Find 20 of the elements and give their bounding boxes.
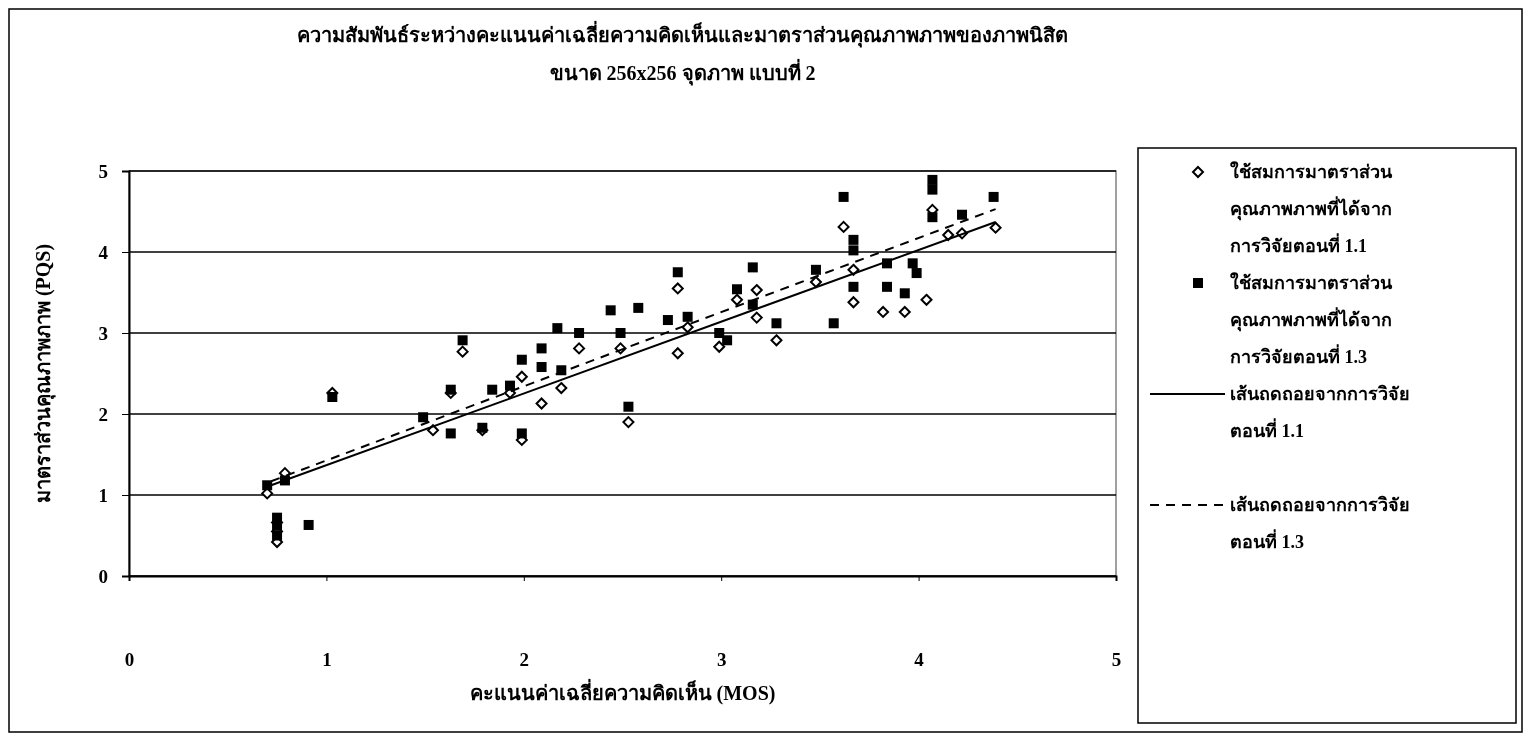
x-tick-label: 1 [322, 649, 332, 671]
y-tick-label: 0 [98, 565, 108, 587]
x-tick-label: 3 [716, 649, 727, 671]
y-tick-label: 4 [98, 241, 109, 263]
y-tick-label: 1 [98, 484, 108, 506]
y-tick-label: 2 [98, 403, 108, 425]
legend-label: ใช้สมการมาตราส่วนคุณภาพภาพที่ได้จากการวิจัยตอนที่ 1.1 [1230, 161, 1393, 256]
x-tick-label: 4 [914, 649, 925, 671]
chart-title: ความสัมพันธ์ระหว่างคะแนนค่าเฉลี่ยความคิดเห็นและมาตราส่วนคุณภาพภาพของภาพนิสิต [297, 20, 1068, 48]
legend-label: ใช้สมการมาตราส่วนคุณภาพภาพที่ได้จากการวิจัยตอนที่ 1.3 [1230, 272, 1393, 367]
x-tick-label: 0 [124, 649, 135, 671]
x-tick-label: 5 [1111, 649, 1122, 671]
x-axis-title: คะแนนค่าเฉลี่ยความคิดเห็น (MOS) [469, 678, 776, 705]
chart-subtitle: ขนาด 256x256 จุดภาพ แบบที่ 2 [549, 58, 816, 86]
y-tick-label: 5 [98, 160, 108, 182]
y-axis-title: มาตราส่วนคุณภาพภาพ (PQS) [32, 243, 56, 504]
x-tick-label: 2 [519, 649, 530, 671]
y-tick-label: 3 [98, 322, 108, 344]
legend-label: เส้นถดถอยจากการวิจัยตอนที่ 1.3 [1230, 495, 1410, 552]
legend-label: เส้นถดถอยจากการวิจัยตอนที่ 1.1 [1230, 384, 1410, 441]
